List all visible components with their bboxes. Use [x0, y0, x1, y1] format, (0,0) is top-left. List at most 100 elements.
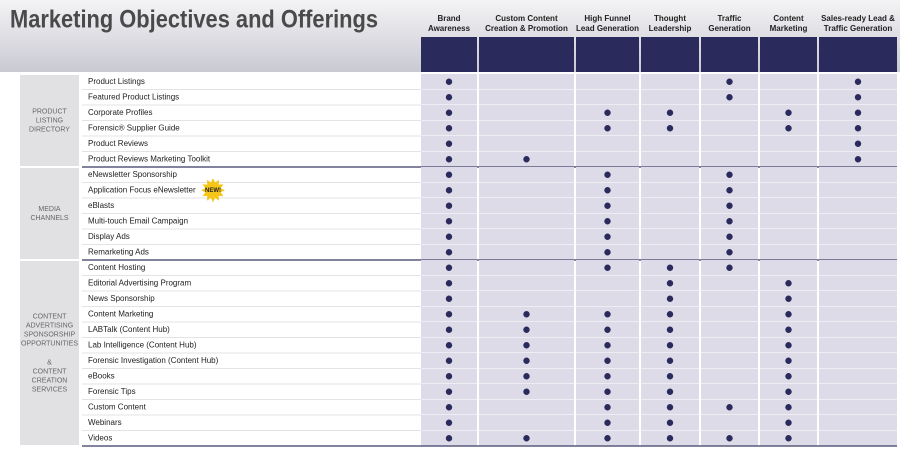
dot	[854, 140, 862, 147]
dot	[445, 78, 453, 85]
cell	[701, 384, 758, 400]
cell	[479, 275, 574, 291]
cell	[819, 430, 897, 446]
cell	[819, 244, 897, 260]
dot	[445, 373, 453, 380]
dot	[785, 280, 792, 287]
cell	[819, 213, 897, 229]
cell	[641, 182, 699, 198]
cell	[479, 136, 574, 152]
dot	[445, 187, 453, 194]
dot	[666, 264, 674, 271]
dot	[726, 249, 733, 256]
cell	[479, 260, 574, 276]
cell	[576, 275, 639, 291]
row-label: Forensic Investigation (Content Hub)	[88, 356, 219, 365]
dot	[785, 342, 792, 349]
dot	[726, 78, 733, 85]
cell	[641, 229, 699, 245]
group-label: CHANNELS	[30, 215, 68, 222]
dot	[785, 326, 792, 333]
dot	[445, 388, 453, 395]
row-label: Content Hosting	[88, 263, 145, 272]
row-label: Lab Intelligence (Content Hub)	[88, 340, 197, 349]
dot	[785, 373, 792, 380]
dot	[726, 264, 733, 271]
dot	[604, 187, 611, 194]
dot	[445, 94, 453, 101]
row-label: Product Reviews	[88, 139, 148, 148]
cell	[819, 399, 897, 415]
cell	[641, 167, 699, 183]
row-label: LABTalk (Content Hub)	[88, 325, 170, 334]
dot	[445, 264, 453, 271]
dot	[445, 404, 453, 411]
column-header: Brand	[437, 14, 460, 23]
icon-box	[479, 37, 574, 72]
cell	[479, 167, 574, 183]
column-header: Marketing	[770, 24, 808, 33]
dot	[726, 233, 733, 240]
dot	[854, 125, 862, 132]
cell	[479, 198, 574, 214]
row-label: Featured Product Listings	[88, 92, 179, 101]
dot	[785, 404, 792, 411]
group-label: SERVICES	[32, 386, 68, 393]
row-label: Application Focus eNewsletter	[88, 185, 196, 194]
dot	[726, 94, 733, 101]
column-header: Awareness	[428, 24, 471, 33]
dot	[785, 295, 792, 302]
dot	[785, 388, 792, 395]
dot	[666, 280, 674, 287]
dot	[604, 109, 611, 116]
dot	[523, 156, 530, 163]
dot	[785, 435, 792, 442]
column-header: High Funnel	[584, 14, 630, 23]
cell	[701, 306, 758, 322]
row-label: Content Marketing	[88, 309, 153, 318]
dot	[604, 233, 611, 240]
cell	[701, 120, 758, 136]
dot	[445, 342, 453, 349]
group-label: CONTENT	[33, 368, 68, 375]
dot	[666, 109, 674, 116]
badge-burst	[201, 178, 225, 203]
cell	[819, 415, 897, 431]
row-label: Product Listings	[88, 77, 145, 86]
group-label: CONTENT	[33, 313, 68, 320]
cell	[819, 384, 897, 400]
cell	[819, 322, 897, 338]
cell	[479, 89, 574, 105]
dot	[604, 326, 611, 333]
dot	[604, 388, 611, 395]
title: Marketing Objectives and Offerings	[10, 6, 378, 34]
cell	[760, 151, 817, 167]
dot	[785, 109, 792, 116]
cell	[641, 151, 699, 167]
row-label: Display Ads	[88, 232, 130, 241]
dot	[604, 342, 611, 349]
column-header: Leadership	[649, 24, 692, 33]
group-label-box	[20, 75, 79, 166]
cell	[576, 151, 639, 167]
cell	[641, 74, 699, 90]
cell	[701, 105, 758, 121]
dot	[666, 342, 674, 349]
dot	[604, 311, 611, 318]
dot	[445, 357, 453, 364]
cell	[641, 89, 699, 105]
dot	[445, 125, 453, 132]
column-header: Traffic	[717, 14, 742, 23]
row-label: eBlasts	[88, 201, 114, 210]
dot	[523, 311, 530, 318]
cell	[701, 415, 758, 431]
icon-box	[819, 37, 897, 72]
dot	[666, 419, 674, 426]
dot	[666, 357, 674, 364]
dot	[523, 342, 530, 349]
dot	[666, 373, 674, 380]
cell	[479, 105, 574, 121]
cell	[819, 198, 897, 214]
dot	[523, 357, 530, 364]
cell	[479, 74, 574, 90]
